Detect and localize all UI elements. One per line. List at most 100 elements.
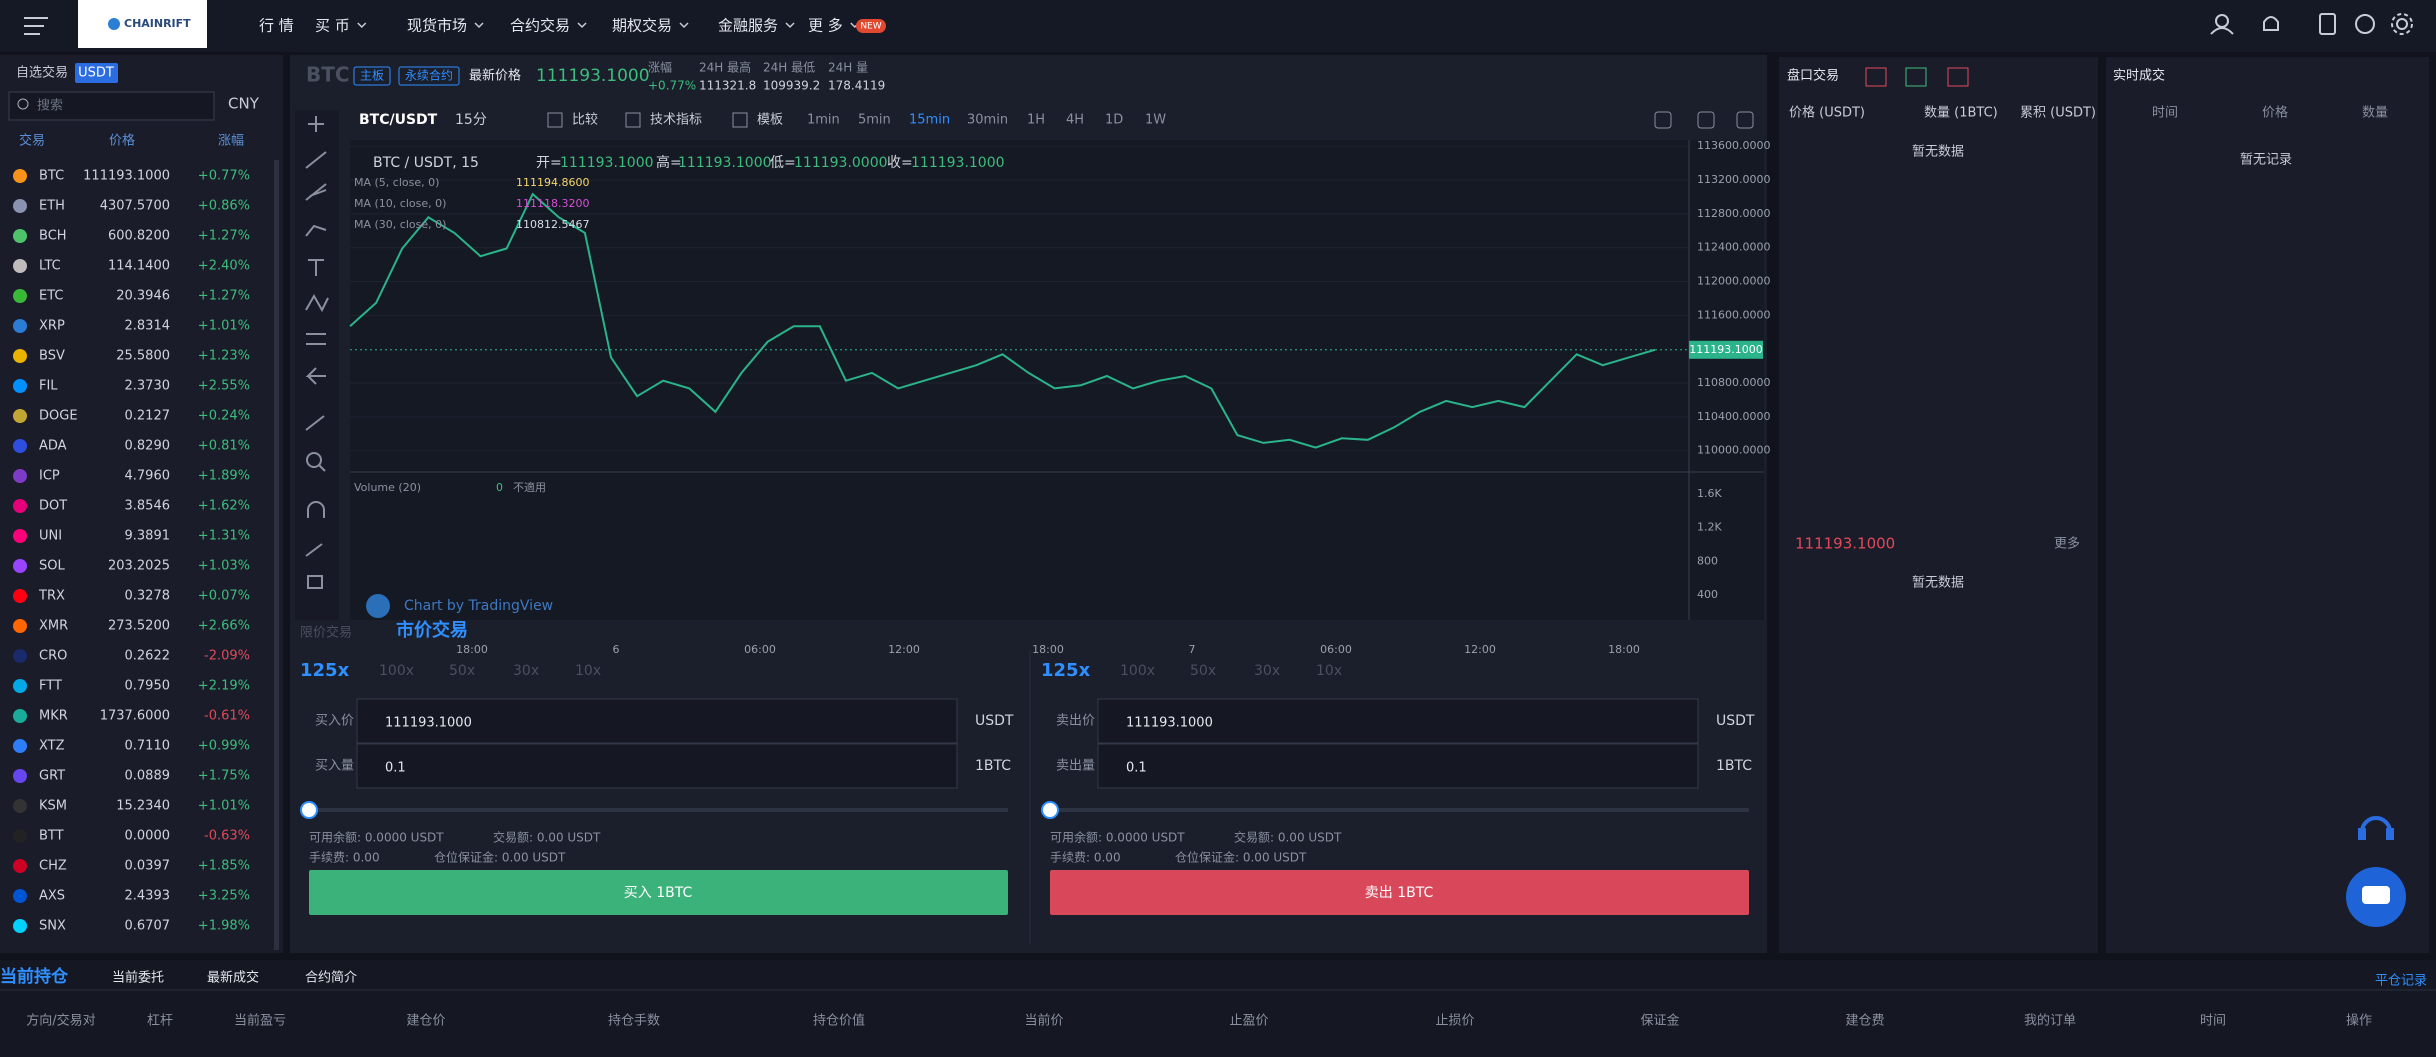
coin-symbol[interactable]: ETC [39, 289, 63, 304]
positions-header: 方向/交易对 [26, 1013, 95, 1029]
nav-item[interactable]: 现货市场 [407, 17, 467, 35]
positions-tab[interactable]: 合约简介 [305, 970, 357, 986]
coin-change: +0.07% [198, 589, 250, 604]
coin-symbol[interactable]: UNI [39, 529, 62, 544]
interval-option[interactable]: 5min [858, 113, 891, 128]
chart-interval[interactable]: 15分 [455, 112, 487, 128]
list-header[interactable]: 涨幅 [218, 134, 244, 149]
input-box[interactable] [1097, 743, 1699, 789]
interval-option[interactable]: 30min [967, 113, 1008, 128]
market-tab[interactable]: USDT [78, 66, 114, 81]
history-link[interactable]: 平仓记录 [2375, 974, 2427, 989]
chart-action-icon[interactable] [1697, 111, 1715, 129]
logo-mark [108, 18, 120, 30]
submit-button[interactable] [309, 870, 1008, 915]
drawing-tools[interactable] [305, 116, 329, 589]
coin-symbol[interactable]: XRP [39, 319, 65, 334]
chart-action-icon[interactable] [1736, 111, 1754, 129]
leverage-option[interactable]: 100x [379, 663, 414, 679]
input-box[interactable] [356, 698, 958, 744]
coin-symbol[interactable]: CHZ [39, 859, 67, 874]
submit-button[interactable] [1050, 870, 1749, 915]
coin-symbol[interactable]: KSM [39, 799, 67, 814]
leverage-option[interactable]: 10x [575, 663, 601, 679]
coin-symbol[interactable]: ETH [39, 199, 65, 214]
more-link[interactable]: 更多 [2054, 536, 2080, 552]
coin-symbol[interactable]: CRO [39, 649, 67, 664]
coin-symbol[interactable]: GRT [39, 769, 65, 784]
order-type-tab-active[interactable]: 市价交易 [396, 619, 468, 641]
coin-symbol[interactable]: BTC [39, 169, 64, 184]
chart-tool[interactable]: 技术指标 [650, 113, 702, 128]
new-badge [856, 19, 886, 33]
chart-tool[interactable]: 比较 [572, 113, 598, 128]
currency[interactable]: CNY [228, 95, 260, 113]
nav-item[interactable]: 更 多 [808, 17, 843, 35]
chart-pair: BTC/USDT [359, 112, 438, 128]
leverage-option[interactable]: 50x [449, 663, 475, 679]
coin-symbol[interactable]: XTZ [39, 739, 65, 754]
input-box[interactable] [1097, 698, 1699, 744]
leverage-option[interactable]: 125x [1041, 660, 1091, 681]
interval-option[interactable]: 1W [1145, 113, 1166, 128]
support-icon[interactable] [2358, 816, 2394, 840]
coin-symbol[interactable]: TRX [38, 589, 65, 604]
nav-item[interactable]: 合约交易 [510, 17, 570, 35]
positions-tab[interactable]: 当前持仓 [0, 966, 69, 987]
scrollbar[interactable] [274, 160, 279, 950]
coin-symbol[interactable]: SNX [39, 919, 66, 934]
interval-option[interactable]: 1H [1027, 113, 1045, 128]
list-header[interactable]: 交易 [19, 133, 45, 149]
positions-tab[interactable]: 当前委托 [112, 970, 164, 986]
menu-icon[interactable] [24, 17, 48, 35]
nav-item[interactable]: 买 币 [315, 17, 350, 35]
trades-title: 实时成交 [2113, 68, 2165, 84]
search-box[interactable] [8, 91, 215, 121]
interval-option[interactable]: 4H [1066, 113, 1084, 128]
coin-symbol[interactable]: BSV [39, 349, 65, 364]
interval-option[interactable]: 15min [909, 113, 950, 128]
coin-symbol[interactable]: XMR [39, 619, 68, 634]
coin-symbol[interactable]: BCH [39, 229, 67, 244]
coin-symbol[interactable]: LTC [39, 259, 61, 274]
logo-box[interactable] [78, 0, 207, 48]
nav-item[interactable]: 金融服务 [718, 17, 778, 35]
positions-tab[interactable]: 最新成交 [207, 970, 259, 986]
coin-symbol[interactable]: AXS [39, 889, 65, 904]
coin-symbol[interactable]: DOT [39, 499, 67, 514]
coin-symbol[interactable]: FTT [39, 679, 62, 694]
nav-item[interactable]: 期权交易 [612, 17, 672, 35]
list-header[interactable]: 价格 [109, 133, 135, 149]
coin-symbol[interactable]: BTT [39, 829, 64, 844]
coin-symbol[interactable]: DOGE [39, 409, 78, 424]
empty-state: 暂无数据 [1912, 145, 1964, 160]
input-box[interactable] [356, 743, 958, 789]
coin-symbol[interactable]: SOL [39, 559, 65, 574]
positions-header: 时间 [2200, 1014, 2226, 1029]
coin-symbol[interactable]: FIL [39, 379, 58, 394]
coin-symbol[interactable]: ADA [39, 439, 67, 454]
interval-option[interactable]: 1D [1105, 113, 1123, 128]
leverage-option[interactable]: 100x [1120, 663, 1155, 679]
market-tab[interactable]: 自选交易 [16, 65, 68, 81]
book-view-icons[interactable] [1865, 67, 1969, 87]
input-unit: 1BTC [1716, 758, 1752, 774]
nav-icons[interactable] [2210, 13, 2413, 35]
nav-item[interactable]: 行 情 [259, 17, 294, 35]
leverage-option[interactable]: 125x [300, 660, 350, 681]
coin-symbol[interactable]: ICP [39, 469, 60, 484]
leverage-option[interactable]: 30x [513, 663, 539, 679]
slider-knob[interactable] [300, 801, 318, 819]
price-tick-label: 112400.0000 [1697, 241, 1770, 254]
leverage-option[interactable]: 50x [1190, 663, 1216, 679]
leverage-option[interactable]: 10x [1316, 663, 1342, 679]
coin-symbol[interactable]: MKR [39, 709, 68, 724]
interval-option[interactable]: 1min [807, 113, 840, 128]
leverage-option[interactable]: 30x [1254, 663, 1280, 679]
dropdown-caret [357, 22, 367, 29]
chart-action-icon[interactable] [1654, 111, 1672, 129]
order-type-tab[interactable]: 限价交易 [300, 625, 352, 641]
search-icon [17, 98, 29, 110]
slider-knob[interactable] [1041, 801, 1059, 819]
chart-tool[interactable]: 模板 [757, 113, 783, 128]
